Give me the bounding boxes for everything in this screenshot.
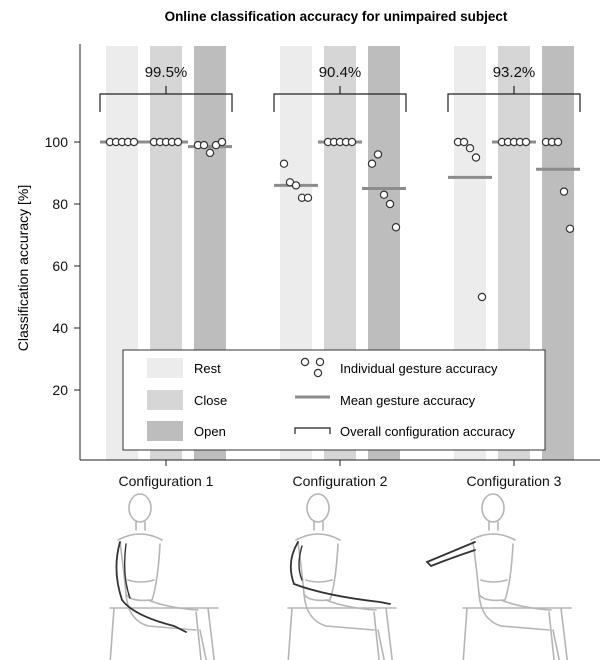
point-open-config-1 [205, 148, 215, 158]
legend-swatch-open [147, 421, 183, 441]
legend-label-close: Close [194, 393, 227, 408]
point-rest-config-3 [471, 153, 481, 162]
point-rest-config-2 [291, 181, 301, 190]
legend-marker-circle [300, 357, 310, 367]
point-rest-config-3 [459, 137, 469, 147]
legend-label-overall: Overall configuration accuracy [340, 424, 515, 439]
legend-swatch-rest [147, 358, 183, 378]
x-tick-label: Configuration 3 [467, 473, 562, 489]
legend: Rest Close Open Individual gesture accur… [122, 349, 546, 451]
point-open-config-3 [565, 224, 575, 233]
individual-points [105, 137, 575, 302]
x-tick-label: Configuration 1 [119, 473, 214, 489]
y-tick-label: 100 [45, 134, 69, 150]
legend-label-open: Open [194, 424, 226, 439]
point-open-config-3 [559, 187, 569, 196]
point-rest-config-3 [477, 292, 487, 302]
legend-box [122, 349, 546, 451]
point-open-config-2 [367, 159, 377, 168]
x-tick-label: Configuration 2 [293, 473, 388, 489]
point-open-config-2 [379, 190, 389, 199]
band-open-config-3 [542, 46, 574, 460]
y-tick-label: 20 [52, 382, 68, 398]
point-rest-config-1 [129, 137, 139, 147]
point-open-config-2 [385, 199, 395, 209]
seated-person-arm-raised-icon [425, 493, 572, 660]
point-close-config-3 [521, 137, 531, 147]
y-axis-label: Classification accuracy [%] [15, 185, 31, 352]
legend-label-individual: Individual gesture accuracy [340, 361, 498, 376]
y-tick-label: 40 [52, 320, 68, 336]
configuration-accuracy-label: 93.2% [493, 64, 536, 81]
y-tick-label: 80 [52, 196, 68, 212]
point-open-config-2 [373, 150, 383, 159]
point-open-config-1 [217, 137, 227, 147]
point-rest-config-2 [279, 159, 289, 168]
legend-label-mean: Mean gesture accuracy [340, 393, 476, 408]
point-open-config-3 [553, 137, 563, 147]
configuration-accuracy-label: 90.4% [319, 64, 362, 81]
point-rest-config-3 [465, 143, 475, 153]
point-open-config-1 [199, 140, 209, 150]
seated-person-arm-forward-icon [285, 493, 397, 660]
legend-label-rest: Rest [194, 361, 221, 376]
point-close-config-2 [347, 137, 357, 147]
point-close-config-1 [173, 137, 183, 147]
seated-person-arm-down-icon [107, 493, 219, 660]
configuration-brackets: 99.5% 90.4% 93.2% [99, 64, 581, 112]
legend-marker-circle [313, 368, 323, 378]
legend-swatch-close [147, 390, 183, 410]
y-tick-label: 60 [52, 258, 68, 274]
point-rest-config-2 [303, 193, 313, 202]
legend-marker-circle [315, 357, 325, 367]
legend-bracket [294, 427, 331, 434]
point-open-config-2 [391, 223, 401, 232]
x-axis-ticks: Configuration 1 Configuration 2 Configurat… [119, 460, 562, 489]
chart-title: Online classification accuracy for unimp… [165, 9, 508, 24]
configuration-accuracy-label: 99.5% [145, 64, 188, 81]
y-axis: 20 40 60 80 100 [45, 44, 81, 460]
